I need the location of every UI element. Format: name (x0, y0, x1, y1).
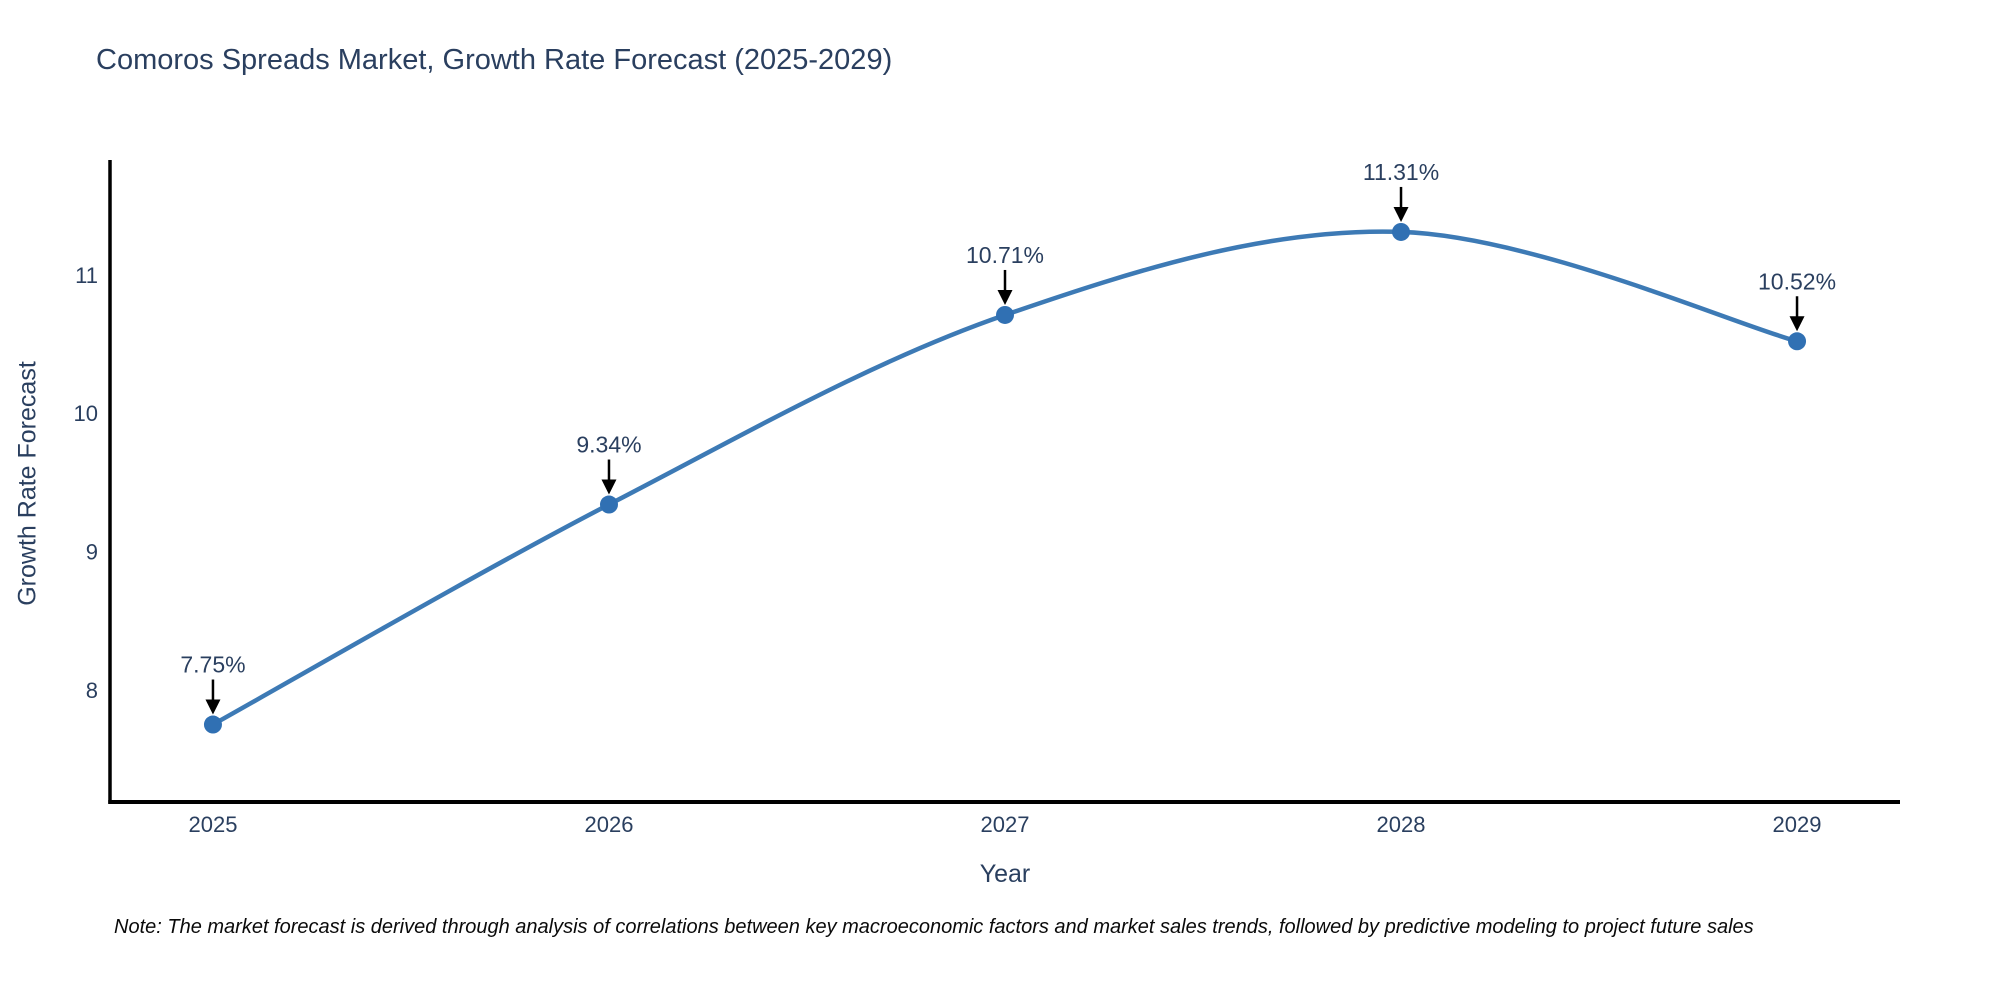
data-point-label: 9.34% (576, 432, 641, 458)
footnote: Note: The market forecast is derived thr… (114, 916, 1754, 938)
annotation-arrowhead (601, 479, 617, 495)
y-axis-title: Growth Rate Forecast (13, 361, 42, 606)
annotation-arrowhead (205, 699, 221, 715)
data-point-label: 10.71% (966, 242, 1044, 268)
chart-title: Comoros Spreads Market, Growth Rate Fore… (96, 44, 893, 76)
annotation-arrowhead (1789, 316, 1805, 332)
data-point-2025[interactable] (203, 715, 222, 734)
y-tick-label: 8 (86, 678, 98, 703)
annotation-arrowhead (1393, 206, 1409, 222)
y-tick-label: 9 (86, 540, 98, 565)
forecast-line (210, 229, 1800, 727)
x-axis-title: Year (979, 860, 1031, 888)
data-point-2027[interactable] (996, 305, 1014, 324)
data-point-label: 10.52% (1758, 268, 1836, 294)
x-tick-label: 2025 (188, 812, 237, 837)
y-tick-label: 11 (75, 263, 98, 288)
data-point-2028[interactable] (1392, 222, 1411, 241)
y-tick-label: 10 (74, 401, 98, 426)
data-point-label: 11.31% (1363, 159, 1439, 185)
annotation-arrowhead (997, 289, 1013, 305)
data-point-2026[interactable] (599, 495, 618, 514)
x-tick-label: 2027 (981, 812, 1030, 837)
data-point-label: 7.75% (180, 652, 245, 678)
x-tick-label: 2026 (585, 812, 634, 837)
data-point-2029[interactable] (1788, 332, 1807, 351)
x-tick-label: 2028 (1377, 812, 1426, 837)
x-tick-label: 2029 (1773, 812, 1822, 837)
